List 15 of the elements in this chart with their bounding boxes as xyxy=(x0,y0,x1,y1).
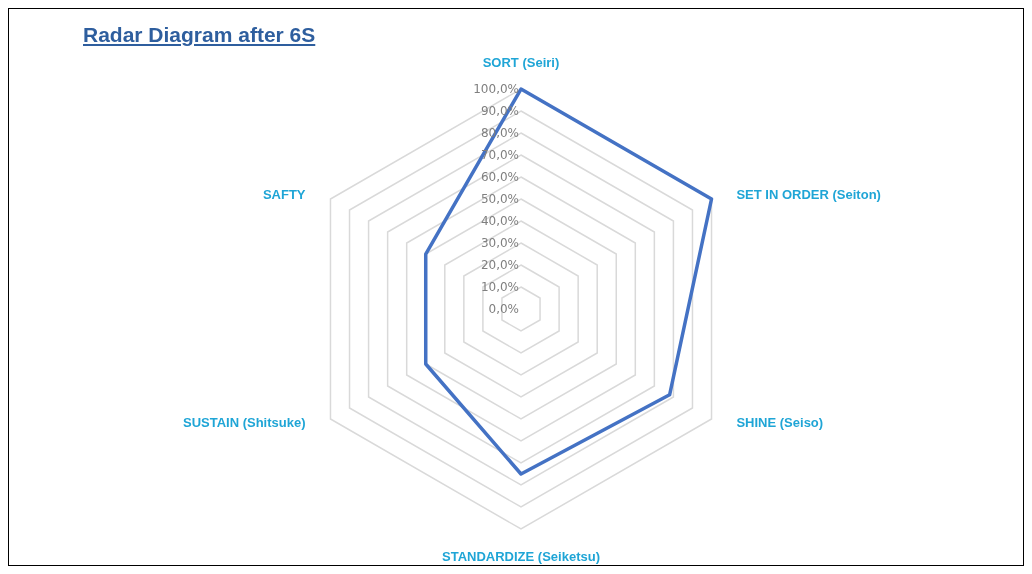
spoke-label: SHINE (Seiso) xyxy=(736,415,824,430)
y-tick-label: 0,0% xyxy=(488,302,519,316)
y-tick-label: 40,0% xyxy=(480,214,519,228)
spoke-label: SET IN ORDER (Seiton) xyxy=(736,187,881,202)
spoke-label: STANDARDIZE (Seiketsu) xyxy=(442,549,600,564)
y-tick-label: 30,0% xyxy=(480,236,519,250)
spoke-label: SUSTAIN (Shitsuke) xyxy=(182,415,306,430)
y-tick-label: 10,0% xyxy=(480,280,519,294)
y-tick-label: 50,0% xyxy=(480,192,519,206)
y-tick-label: 60,0% xyxy=(480,170,519,184)
chart-title: Radar Diagram after 6S xyxy=(83,23,316,47)
y-tick-label: 100,0% xyxy=(473,82,519,96)
y-tick-label: 20,0% xyxy=(480,258,519,272)
spoke-label: SAFTY xyxy=(262,187,306,202)
spoke-label: SORT (Seiri) xyxy=(482,55,560,70)
